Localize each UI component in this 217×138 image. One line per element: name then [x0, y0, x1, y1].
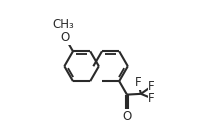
Text: F: F: [148, 92, 155, 105]
Text: F: F: [135, 76, 141, 89]
Text: O: O: [122, 110, 132, 123]
Text: O: O: [61, 31, 70, 44]
Text: CH₃: CH₃: [52, 18, 74, 31]
Text: F: F: [148, 80, 155, 93]
